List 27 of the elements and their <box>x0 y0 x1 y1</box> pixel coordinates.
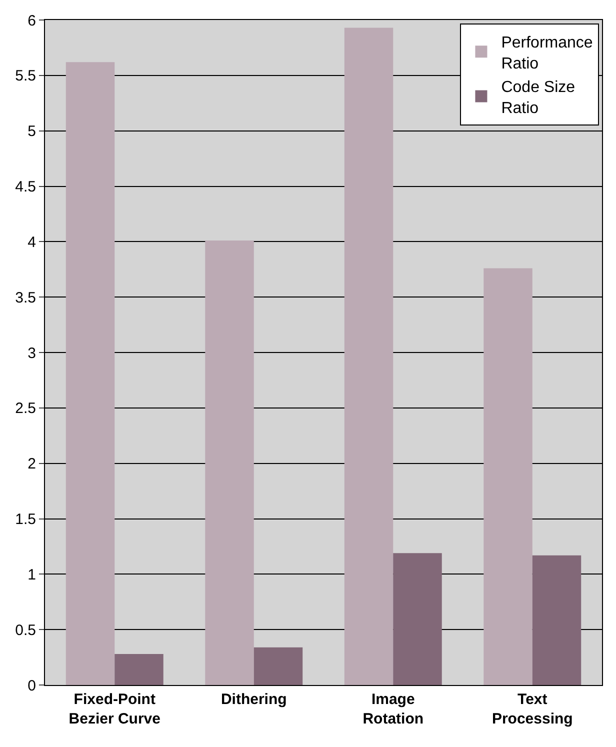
y-tick-label: 3.5 <box>15 289 36 306</box>
bar <box>393 553 442 685</box>
x-tick-label: Dithering <box>220 691 287 708</box>
x-tick-label: Fixed-Point Bezier Curve <box>68 691 160 728</box>
legend-label: Code Size Ratio <box>501 79 576 117</box>
bar <box>484 268 532 685</box>
bar <box>344 28 394 685</box>
legend-label: Performance Ratio <box>501 34 593 72</box>
bar <box>205 240 254 685</box>
y-tick-label: 4 <box>28 234 36 251</box>
bar <box>532 555 582 685</box>
y-tick-label: 0.5 <box>15 622 36 639</box>
y-tick-label: 6 <box>28 12 36 30</box>
bar <box>114 654 164 685</box>
y-tick-label: 5.5 <box>15 68 36 85</box>
x-tick-label: Image Rotation <box>362 691 424 728</box>
bar <box>254 647 303 685</box>
y-tick-label: 5 <box>28 123 36 140</box>
y-tick-label: 2 <box>28 456 36 473</box>
bar <box>66 62 115 685</box>
y-tick-label: 0 <box>28 677 36 694</box>
y-tick-label: 2.5 <box>15 400 36 418</box>
y-tick-label: 1 <box>28 566 36 584</box>
y-tick-label: 4.5 <box>15 178 36 196</box>
y-tick-label: 1.5 <box>15 511 36 528</box>
y-tick-label: 3 <box>28 344 36 362</box>
x-tick-label: Text Processing <box>492 691 573 728</box>
